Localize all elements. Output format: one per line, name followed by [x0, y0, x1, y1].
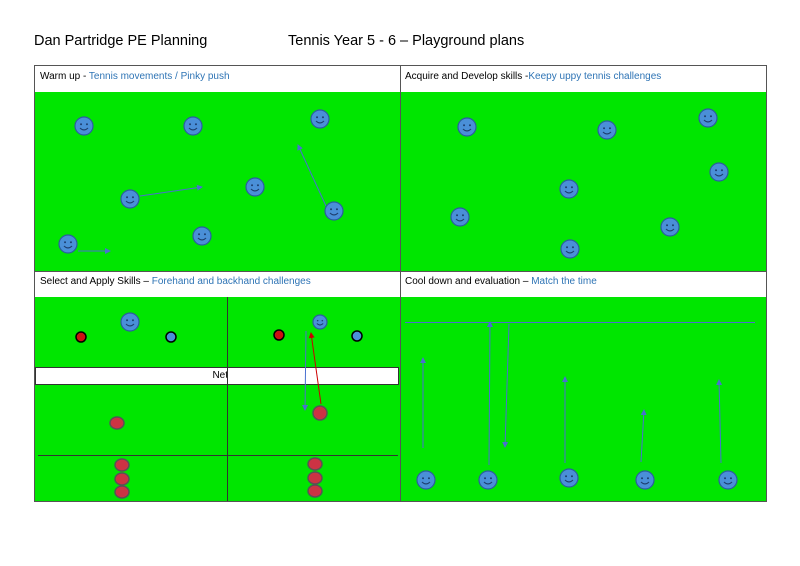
- ball-icon: [312, 405, 328, 421]
- player-smiley-icon: [660, 217, 680, 237]
- player-smiley-icon: [478, 470, 498, 490]
- player-smiley-icon: [74, 116, 94, 136]
- movement-arrow: [308, 332, 322, 405]
- select-detail: Forehand and backhand challenges: [151, 276, 311, 287]
- player-smiley-icon: [245, 177, 265, 197]
- warmup-detail: Tennis movements / Pinky push: [88, 71, 230, 82]
- ball-icon: [114, 472, 130, 486]
- acquire-caption: Acquire and Develop skills -Keepy uppy t…: [400, 66, 766, 92]
- cooldown-field: [400, 297, 766, 501]
- middle-divider: [34, 271, 767, 272]
- cooldown-caption: Cool down and evaluation – Match the tim…: [400, 271, 766, 297]
- document-subtitle: Tennis Year 5 - 6 – Playground plans: [288, 33, 525, 49]
- ball-icon: [307, 484, 323, 498]
- player-smiley-icon: [192, 226, 212, 246]
- ball-icon: [75, 331, 87, 343]
- movement-arrow: [640, 409, 647, 463]
- tennis-net: Net: [35, 367, 399, 385]
- document-title: Dan Partridge PE Planning: [34, 33, 208, 49]
- movement-arrow: [502, 323, 510, 448]
- player-smiley-icon: [698, 108, 718, 128]
- acquire-detail: Keepy uppy tennis challenges: [528, 71, 662, 82]
- players: [58, 108, 738, 490]
- cooldown-line: [405, 322, 755, 323]
- player-smiley-icon: [560, 239, 580, 259]
- player-smiley-icon: [312, 314, 328, 330]
- player-smiley-icon: [709, 162, 729, 182]
- ball-icon: [351, 330, 363, 342]
- movement-arrow: [716, 379, 723, 464]
- acquire-label: Acquire and Develop skills -: [405, 71, 529, 82]
- warmup-caption: Warm up - Tennis movements / Pinky push: [35, 66, 400, 92]
- center-divider: [400, 65, 401, 502]
- movement-arrow: [486, 321, 493, 466]
- player-smiley-icon: [183, 116, 203, 136]
- cooldown-detail: Match the time: [531, 276, 597, 287]
- net-label: Net: [212, 370, 228, 381]
- court-divider: [227, 297, 228, 501]
- player-smiley-icon: [635, 470, 655, 490]
- ball-icon: [165, 331, 177, 343]
- cooldown-label: Cool down and evaluation –: [405, 276, 532, 287]
- ball-icon: [273, 329, 285, 341]
- player-smiley-icon: [120, 312, 140, 332]
- player-smiley-icon: [324, 201, 344, 221]
- select-caption: Select and Apply Skills – Forehand and b…: [35, 271, 400, 297]
- player-smiley-icon: [457, 117, 477, 137]
- ball-icon: [109, 416, 125, 430]
- ball-icon: [114, 458, 130, 472]
- player-smiley-icon: [58, 234, 78, 254]
- movement-arrow: [302, 330, 309, 411]
- select-field: [35, 297, 400, 501]
- warmup-label: Warm up -: [40, 71, 89, 82]
- player-smiley-icon: [310, 109, 330, 129]
- select-label: Select and Apply Skills –: [40, 276, 152, 287]
- movement-arrows: [78, 144, 723, 466]
- player-smiley-icon: [718, 470, 738, 490]
- ball-icon: [307, 471, 323, 485]
- ball-icon: [307, 457, 323, 471]
- player-smiley-icon: [559, 468, 579, 488]
- ball-icon: [114, 485, 130, 499]
- warmup-field: [35, 92, 400, 271]
- balls: [75, 329, 363, 499]
- player-smiley-icon: [559, 179, 579, 199]
- movement-arrow: [297, 144, 327, 207]
- player-smiley-icon: [597, 120, 617, 140]
- player-smiley-icon: [416, 470, 436, 490]
- baseline: [38, 455, 398, 456]
- player-smiley-icon: [120, 189, 140, 209]
- movement-arrow: [139, 184, 203, 197]
- player-smiley-icon: [450, 207, 470, 227]
